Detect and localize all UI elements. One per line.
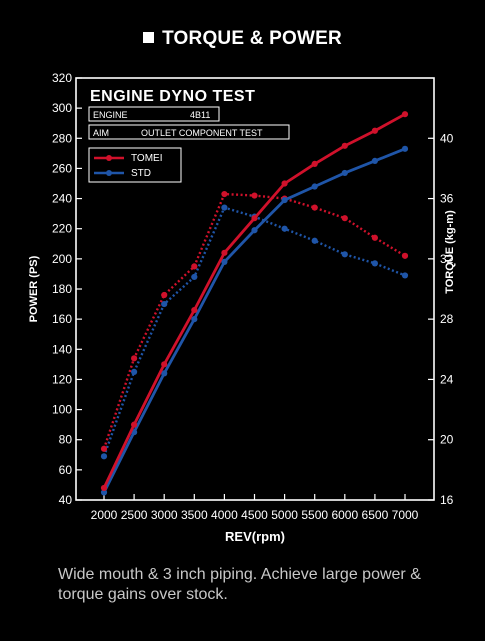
legend-tomei-marker (106, 155, 112, 161)
data-point-tomei-torque (311, 204, 318, 211)
y2-tick-label: 16 (440, 493, 454, 507)
data-point-std-torque (100, 453, 108, 460)
y-tick-label: 100 (52, 403, 72, 417)
y-tick-label: 80 (59, 433, 73, 447)
x-tick-label: 2000 (91, 508, 118, 522)
page-title: TORQUE & POWER (0, 28, 485, 50)
dyno-chart: 40 60 80 100 120 140 160 180 200 220 240 260 280 300 3… (28, 71, 456, 544)
data-point-tomei-power (131, 421, 138, 428)
data-point-std-power (191, 316, 198, 323)
data-point-std-power (311, 183, 318, 190)
data-point-std-torque (221, 204, 228, 211)
data-point-std-torque (281, 225, 288, 232)
y-axis-title: POWER (PS) (28, 255, 40, 322)
x-tick-label: 5500 (301, 508, 328, 522)
legend-box (88, 147, 182, 183)
data-point-tomei-power (311, 160, 318, 168)
data-point-tomei-power (251, 215, 258, 222)
y-tick-label: 180 (52, 282, 72, 296)
info-row-engine-box (88, 106, 220, 122)
data-point-std-power (371, 157, 378, 164)
data-point-std-torque (131, 368, 138, 375)
y-tick-label: 40 (59, 493, 73, 507)
x-tick-label: 5000 (271, 508, 298, 522)
y-tick-label: 140 (52, 342, 72, 356)
data-point-tomei-power (341, 142, 348, 149)
y-tick-label: 160 (52, 312, 72, 326)
y2-tick-label: 20 (440, 433, 454, 447)
data-point-std-power (281, 196, 288, 204)
page-title-text: TORQUE & POWER (162, 28, 342, 49)
x-tick-label: 4500 (241, 508, 268, 522)
data-point-tomei-power (221, 249, 228, 256)
data-point-tomei-torque (100, 445, 108, 452)
data-point-tomei-torque (221, 190, 228, 198)
y2-tick-label: 36 (440, 192, 454, 206)
x-tick-label: 6000 (331, 508, 358, 522)
series-line-std-torque (102, 206, 406, 457)
y-tick-label: 260 (52, 161, 72, 175)
info-row-aim-box (88, 124, 290, 140)
x-tick-label: 3500 (181, 508, 208, 522)
data-point-tomei-torque (131, 355, 138, 362)
data-point-tomei-torque (161, 291, 168, 299)
data-point-tomei-torque (191, 263, 198, 270)
data-point-std-power (161, 370, 168, 377)
series-line-std-power (102, 147, 406, 494)
legend-std-label: STD (131, 168, 151, 179)
y2-tick-label: 24 (440, 372, 454, 386)
y-tick-label: 120 (52, 372, 72, 386)
x-tick-label: 4000 (211, 508, 238, 522)
data-point-std-power (251, 227, 258, 234)
data-point-tomei-torque (251, 192, 258, 199)
data-point-tomei-power (401, 111, 409, 118)
info-aim-value: OUTLET COMPONENT TEST (141, 128, 263, 138)
y2-tick-label: 28 (440, 312, 454, 326)
legend-tomei-label: TOMEI (131, 153, 162, 164)
y-tick-label: 320 (52, 71, 72, 85)
data-point-std-power (100, 489, 108, 496)
x-tick-label: 7000 (392, 508, 419, 522)
data-point-tomei-power (371, 127, 378, 134)
y-tick-label: 200 (52, 252, 72, 266)
chart-title: ENGINE DYNO TEST (90, 88, 255, 105)
data-point-tomei-torque (371, 234, 378, 241)
data-point-tomei-torque (401, 252, 409, 259)
data-point-std-power (221, 258, 228, 265)
data-point-std-power (401, 145, 409, 152)
data-point-std-torque (311, 237, 318, 244)
data-point-tomei-power (281, 180, 288, 187)
x-tick-label: 2500 (121, 508, 148, 522)
x-axis-title: REV(rpm) (225, 529, 285, 544)
data-point-tomei-power (100, 484, 108, 492)
data-point-std-torque (191, 273, 198, 281)
y2-tick-label: 40 (440, 131, 454, 145)
y-tick-label: 240 (52, 192, 72, 206)
y2-tick-label: 32 (440, 252, 454, 266)
data-point-std-torque (341, 251, 348, 258)
data-point-std-torque (161, 300, 168, 308)
y-tick-label: 60 (59, 463, 73, 477)
y-tick-label: 300 (52, 101, 72, 115)
legend-std-marker (106, 170, 112, 176)
data-point-std-torque (371, 260, 378, 267)
data-point-tomei-torque (341, 215, 348, 222)
data-point-tomei-power (191, 307, 198, 314)
y2-axis-title: TORQUE (kg-m) (444, 210, 456, 294)
chart-info-box: ENGINE DYNO TEST ENGINE 4B11 AIM OUTLET … (88, 88, 290, 183)
x-tick-label: 3000 (151, 508, 178, 522)
info-engine-value: 4B11 (190, 110, 210, 120)
x-tick-label: 6500 (362, 508, 389, 522)
y-tick-label: 280 (52, 131, 72, 145)
data-point-std-power (341, 169, 348, 177)
info-aim-label: AIM (93, 128, 109, 138)
square-bullet-icon (143, 32, 155, 43)
caption-text: Wide mouth & 3 inch piping. Achieve larg… (58, 566, 421, 603)
y-tick-label: 220 (52, 222, 72, 236)
info-engine-label: ENGINE (93, 110, 128, 120)
data-point-std-torque (401, 272, 409, 279)
data-point-tomei-power (161, 361, 168, 368)
